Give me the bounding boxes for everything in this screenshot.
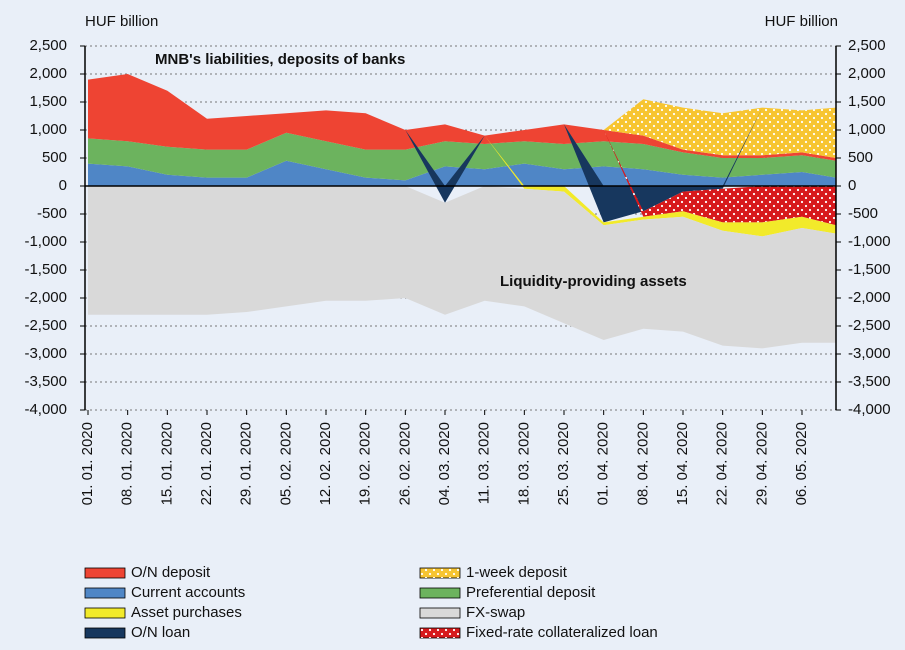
y-tick-label: 500 <box>42 149 67 166</box>
legend-swatch <box>419 607 461 619</box>
y2-tick-label: 1,500 <box>848 93 886 110</box>
x-tick-label: 22. 04. 2020 <box>714 422 731 505</box>
x-tick-label: 11. 03. 2020 <box>476 422 493 504</box>
x-tick-label: 08. 01. 2020 <box>119 422 136 505</box>
y-tick-label: 1,000 <box>29 121 67 138</box>
y2-tick-label: -3,000 <box>848 345 891 362</box>
y2-tick-label: 2,500 <box>848 37 886 54</box>
legend-swatch <box>84 587 126 599</box>
x-tick-label: 06. 05. 2020 <box>793 422 810 505</box>
legend-label: 1-week deposit <box>466 564 568 581</box>
legend-swatch-pattern <box>420 568 460 578</box>
y2-tick-label: -2,500 <box>848 317 891 334</box>
legend-label: Fixed-rate collateralized loan <box>466 624 658 641</box>
y2-tick-label: 2,000 <box>848 65 886 82</box>
y-tick-label: -4,000 <box>24 401 67 418</box>
x-tick-label: 05. 02. 2020 <box>277 422 294 505</box>
x-tick-label: 01. 01. 2020 <box>79 422 96 505</box>
y2-tick-label: 1,000 <box>848 121 886 138</box>
y-tick-label: -1,000 <box>24 233 67 250</box>
legend-swatch <box>419 587 461 599</box>
y2-tick-label: -4,000 <box>848 401 891 418</box>
x-tick-label: 25. 03. 2020 <box>555 422 572 505</box>
x-tick-label: 19. 02. 2020 <box>357 422 374 505</box>
area <box>88 132 836 181</box>
y-tick-label: 0 <box>59 177 67 194</box>
x-tick-label: 12. 02. 2020 <box>317 422 334 505</box>
x-tick-label: 04. 03. 2020 <box>436 422 453 505</box>
y-tick-label: 2,000 <box>29 65 67 82</box>
legend-label: O/N deposit <box>131 564 211 581</box>
y2-tick-label: 0 <box>848 177 856 194</box>
legend-swatch <box>84 607 126 619</box>
y-tick-label: 2,500 <box>29 37 67 54</box>
y-tick-label: -2,000 <box>24 289 67 306</box>
area-pattern <box>88 74 836 158</box>
y-tick-label: -500 <box>37 205 67 222</box>
legend-swatch <box>84 627 126 639</box>
x-tick-label: 01. 04. 2020 <box>595 422 612 505</box>
legend-swatch <box>84 567 126 579</box>
y2-tick-label: 500 <box>848 149 873 166</box>
area <box>88 186 836 349</box>
y-axis-label: HUF billion <box>85 13 158 30</box>
y-tick-label: -1,500 <box>24 261 67 278</box>
y2-tick-label: -3,500 <box>848 373 891 390</box>
y-tick-label: -3,000 <box>24 345 67 362</box>
x-tick-label: 29. 01. 2020 <box>238 422 255 505</box>
y2-tick-label: -1,000 <box>848 233 891 250</box>
x-tick-label: 29. 04. 2020 <box>753 422 770 505</box>
x-tick-label: 08. 04. 2020 <box>634 422 651 505</box>
x-tick-label: 22. 01. 2020 <box>198 422 215 505</box>
legend-label: O/N loan <box>131 624 190 641</box>
area <box>88 74 836 161</box>
y2-tick-label: -1,500 <box>848 261 891 278</box>
legend-label: FX-swap <box>466 604 525 621</box>
legend-label: Current accounts <box>131 584 245 601</box>
y2-tick-label: -2,000 <box>848 289 891 306</box>
x-tick-label: 18. 03. 2020 <box>515 422 532 505</box>
area-pattern <box>88 74 836 226</box>
y-tick-label: -3,500 <box>24 373 67 390</box>
y-tick-label: -2,500 <box>24 317 67 334</box>
annotation: Liquidity-providing assets <box>500 273 687 290</box>
x-tick-label: 15. 04. 2020 <box>674 422 691 505</box>
annotation: MNB's liabilities, deposits of banks <box>155 51 405 68</box>
legend-label: Preferential deposit <box>466 584 596 601</box>
y2-tick-label: -500 <box>848 205 878 222</box>
y2-axis-label: HUF billion <box>765 13 838 30</box>
y-tick-label: 1,500 <box>29 93 67 110</box>
legend-label: Asset purchases <box>131 604 242 621</box>
x-tick-label: 26. 02. 2020 <box>396 422 413 505</box>
legend-swatch-pattern <box>420 628 460 638</box>
x-tick-label: 15. 01. 2020 <box>158 422 175 505</box>
